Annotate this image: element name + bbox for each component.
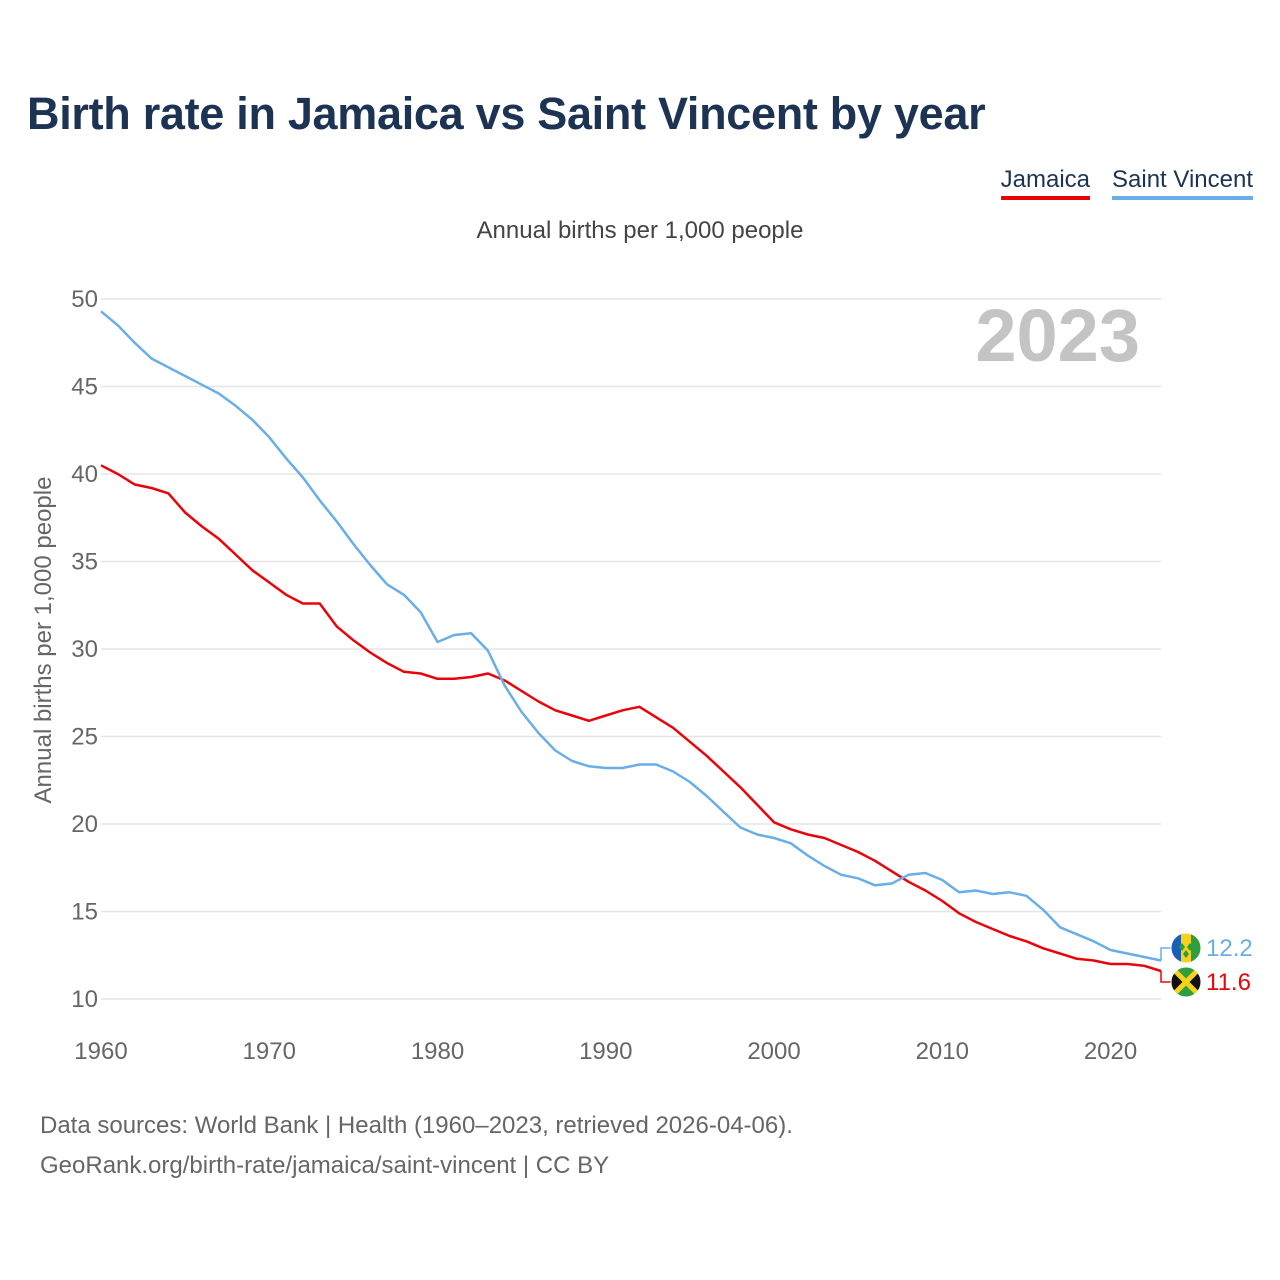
chart-title: Birth rate in Jamaica vs Saint Vincent b… <box>27 88 986 139</box>
x-tick-label: 1970 <box>243 1038 296 1065</box>
flag-saint-vincent-icon <box>1170 932 1202 964</box>
leader-line-saint-vincent <box>1160 947 1171 961</box>
x-tick-label: 2000 <box>747 1038 800 1065</box>
y-tick-label: 50 <box>71 286 98 313</box>
year-watermark: 2023 <box>975 294 1140 377</box>
series-line-jamaica[interactable] <box>100 464 1162 973</box>
footer-url[interactable]: GeoRank.org/birth-rate/jamaica/saint-vin… <box>40 1152 610 1179</box>
y-tick-label: 40 <box>71 461 98 488</box>
chart-subtitle: Annual births per 1,000 people <box>476 217 804 244</box>
x-tick-label: 1980 <box>411 1038 464 1065</box>
y-tick-label: 25 <box>71 724 98 751</box>
x-axis-ticks: 1960 1970 1980 1990 2000 2010 2020 <box>74 1038 1137 1065</box>
y-tick-label: 15 <box>71 899 98 926</box>
x-tick-label: 1990 <box>579 1038 632 1065</box>
series-line-saint-vincent[interactable] <box>100 310 1162 962</box>
footer-source: Data sources: World Bank | Health (1960–… <box>40 1112 793 1139</box>
y-tick-label: 30 <box>71 636 98 663</box>
series-lines <box>100 310 1162 973</box>
y-tick-label: 35 <box>71 549 98 576</box>
y-axis-label: Annual births per 1,000 people <box>30 477 57 804</box>
y-tick-label: 45 <box>71 374 98 401</box>
y-axis-ticks: 10 15 20 25 30 35 40 45 50 <box>71 286 98 1013</box>
footer: Data sources: World Bank | Health (1960–… <box>40 1106 793 1186</box>
end-value-label-saint-vincent: 12.2 <box>1206 935 1253 962</box>
legend-item-saint-vincent[interactable]: Saint Vincent <box>1112 166 1253 200</box>
x-tick-label: 2020 <box>1084 1038 1137 1065</box>
x-tick-label: 1960 <box>74 1038 127 1065</box>
end-value-label-jamaica: 11.6 <box>1206 969 1251 996</box>
legend: Jamaica Saint Vincent <box>1000 166 1253 200</box>
series-end-labels: 12.2 11.6 <box>1160 932 1253 998</box>
legend-item-jamaica[interactable]: Jamaica <box>1000 166 1090 200</box>
leader-line-jamaica <box>1160 971 1171 983</box>
y-tick-label: 10 <box>71 986 98 1013</box>
y-tick-label: 20 <box>71 811 98 838</box>
gridlines <box>101 298 1161 1000</box>
x-tick-label: 2010 <box>916 1038 969 1065</box>
flag-jamaica-icon <box>1170 966 1202 998</box>
